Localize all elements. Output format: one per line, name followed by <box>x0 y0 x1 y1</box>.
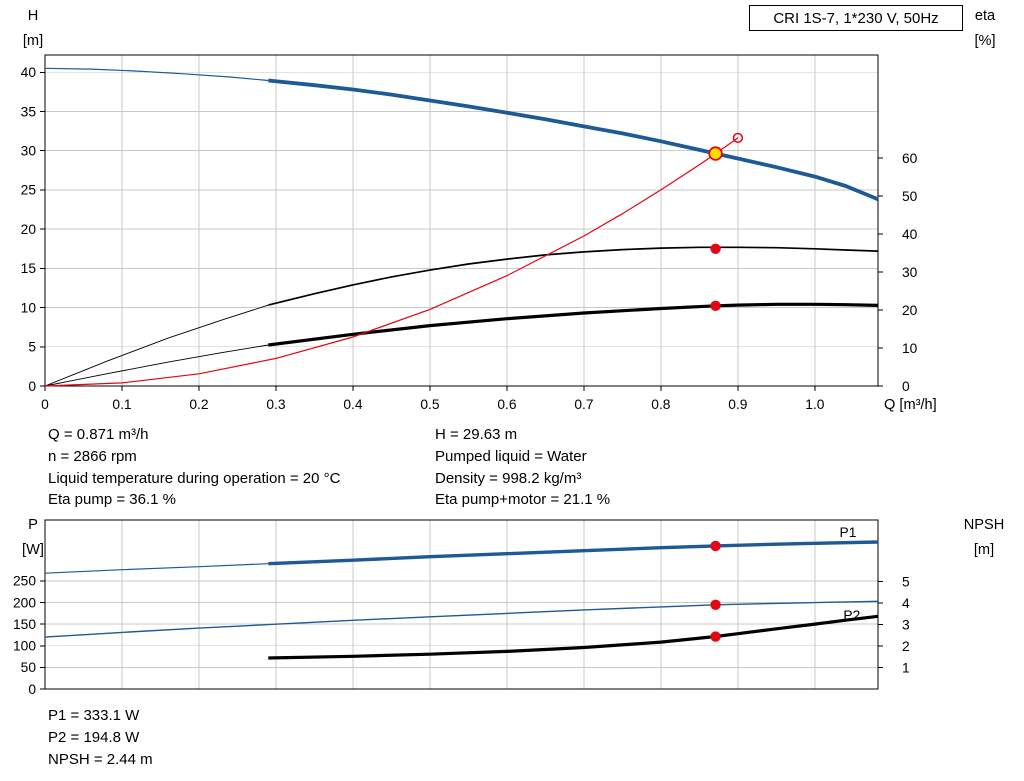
eta-axis-unit: [%] <box>974 33 996 49</box>
tick-label-right: 30 <box>902 265 918 280</box>
tick-label-left: 25 <box>21 183 37 198</box>
power-info-column: P1 = 333.1 W P2 = 194.8 W NPSH = 2.44 m <box>48 705 153 770</box>
tick-label-right: 5 <box>902 574 910 589</box>
npsh-axis-label: NPSH [m] <box>958 513 1010 563</box>
tick-label-x: 0.9 <box>728 397 748 412</box>
q-axis-label: Q [m³/h] <box>884 397 937 413</box>
tick-label-left: 100 <box>13 639 36 654</box>
info-line-eta-pump-motor: Eta pump+motor = 21.1 % <box>435 491 611 509</box>
eta-axis-symbol: eta <box>974 8 996 24</box>
pump-model-title: CRI 1S-7, 1*230 V, 50Hz <box>749 5 963 31</box>
npsh-axis-symbol: NPSH <box>963 517 1005 533</box>
tick-label-left: 50 <box>21 660 37 675</box>
tick-label-right: 60 <box>902 151 918 166</box>
marker-dot-p1 <box>710 540 721 552</box>
tick-label-x: 0.3 <box>266 397 286 412</box>
info-line-liquid-temp: Liquid temperature during operation = 20… <box>48 469 341 487</box>
p-axis-symbol: P <box>28 517 38 533</box>
series-eta-pump-motor-low <box>44 344 269 387</box>
series-eta-pump <box>268 246 879 306</box>
info-line-p1: P1 = 333.1 W <box>48 707 140 724</box>
series-p1-low <box>44 563 269 574</box>
tick-label-left: 35 <box>21 104 37 119</box>
tick-label-left: 30 <box>21 143 37 158</box>
tick-label-right: 10 <box>902 341 918 356</box>
series-qh-low <box>44 67 269 82</box>
tick-label-left: 200 <box>13 595 36 610</box>
info-line-eta-pump: Eta pump = 36.1 % <box>48 491 176 509</box>
power-npsh-chart: 0 50 100 150 200 250 1 2 3 4 5 P1 P2 <box>13 519 910 697</box>
tick-label-left: 5 <box>28 340 36 355</box>
tick-label-x: 0.7 <box>574 397 593 412</box>
curve-label-P2: P2 <box>843 608 860 623</box>
tick-label-left: 15 <box>21 261 37 276</box>
tick-label-left: 10 <box>21 300 37 315</box>
tick-label-right: 4 <box>902 596 910 611</box>
tick-label-x: 0.4 <box>343 397 363 412</box>
duty-info-right-column: H = 29.63 m Pumped liquid = Water Densit… <box>435 424 610 511</box>
qh-eta-chart: 0 5 10 15 20 25 30 35 40 0 10 20 30 40 50 60 0 0.1 0.2 0.3 0… <box>21 54 918 412</box>
info-line-p2: P2 = 194.8 W <box>48 728 140 746</box>
info-line-speed: n = 2866 rpm <box>48 447 137 465</box>
series-system-curve <box>44 137 739 387</box>
tick-label-right: 40 <box>902 227 918 242</box>
p-axis-unit: [W] <box>22 542 44 558</box>
plot-border <box>44 54 879 387</box>
p-axis-label: P [W] <box>14 513 52 563</box>
info-line-npsh: NPSH = 2.44 m <box>48 750 153 768</box>
marker-open-system-curve <box>732 132 744 144</box>
tick-label-x: 0.8 <box>651 397 671 412</box>
duty-point-marker <box>708 146 723 161</box>
npsh-axis-unit: [m] <box>973 542 995 558</box>
tick-label-x: 0.1 <box>112 397 131 412</box>
marker-dot-npsh <box>710 631 721 642</box>
tick-label-left: 40 <box>21 65 37 80</box>
tick-label-right: 20 <box>902 303 918 318</box>
eta-axis-label: eta [%] <box>962 4 1008 54</box>
series-qh <box>268 78 879 202</box>
info-line-q: Q = 0.871 m³/h <box>48 426 149 443</box>
tick-label-left: 0 <box>28 379 36 394</box>
marker-dot-eta-pump-motor <box>710 300 721 312</box>
info-line-h: H = 29.63 m <box>435 426 518 443</box>
tick-label-right: 2 <box>902 639 910 654</box>
series-p1 <box>268 540 879 566</box>
tick-label-right: 50 <box>902 189 918 204</box>
h-axis-symbol: H <box>27 8 39 24</box>
tick-label-x: 0.5 <box>420 397 440 412</box>
series-eta-pump-low <box>44 304 269 387</box>
tick-label-left: 20 <box>21 222 37 237</box>
marker-dot-p2 <box>710 599 721 611</box>
h-axis-unit: [m] <box>22 33 44 49</box>
info-line-pumped-liquid: Pumped liquid = Water <box>435 447 587 465</box>
plot-border <box>44 519 879 690</box>
tick-label-right: 3 <box>902 617 910 632</box>
h-axis-label: H [m] <box>14 4 52 54</box>
series-eta-pump-motor <box>268 302 879 347</box>
tick-label-x: 0.2 <box>189 397 208 412</box>
info-line-density: Density = 998.2 kg/m³ <box>435 469 582 487</box>
marker-dot-eta-pump <box>710 243 721 255</box>
duty-info-left-column: Q = 0.871 m³/h n = 2866 rpm Liquid tempe… <box>48 424 340 511</box>
tick-label-x: 0.6 <box>497 397 517 412</box>
tick-label-right: 0 <box>902 379 910 394</box>
tick-label-left: 250 <box>13 574 36 589</box>
tick-label-right: 1 <box>902 660 910 675</box>
tick-label-left: 0 <box>28 682 36 697</box>
curve-label-P1: P1 <box>840 525 857 540</box>
series-p2 <box>44 600 879 638</box>
tick-label-x: 0 <box>41 397 49 412</box>
series-npsh <box>268 614 879 660</box>
tick-label-x: 1.0 <box>805 397 825 412</box>
tick-label-left: 150 <box>13 617 36 632</box>
